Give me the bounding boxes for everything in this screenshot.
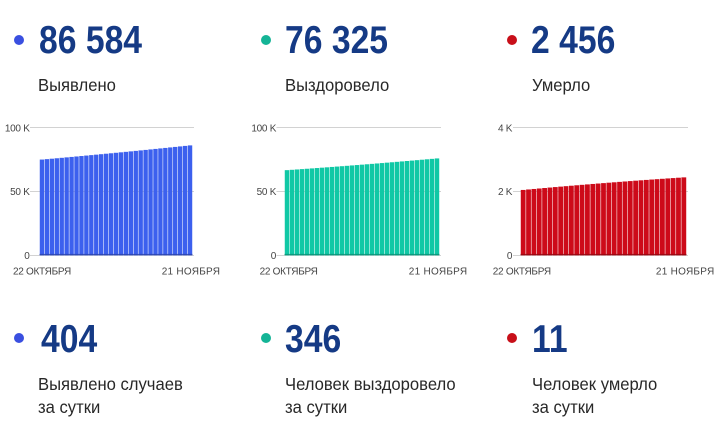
svg-text:4 K: 4 K: [498, 123, 513, 134]
svg-text:50 K: 50 K: [257, 187, 277, 198]
svg-text:100 K: 100 K: [251, 123, 276, 134]
svg-text:0: 0: [271, 251, 277, 262]
svg-text:0: 0: [24, 251, 30, 262]
svg-text:22 ОКТЯБРЯ: 22 ОКТЯБРЯ: [13, 267, 71, 278]
svg-text:22 ОКТЯБРЯ: 22 ОКТЯБРЯ: [493, 267, 551, 278]
svg-text:50 K: 50 K: [10, 187, 30, 198]
svg-text:21 НОЯБРЯ: 21 НОЯБРЯ: [656, 267, 715, 278]
svg-text:0: 0: [507, 251, 513, 262]
svg-text:22 ОКТЯБРЯ: 22 ОКТЯБРЯ: [260, 267, 318, 278]
svg-text:2 K: 2 K: [498, 187, 513, 198]
svg-text:100 K: 100 K: [5, 123, 30, 134]
svg-text:21 НОЯБРЯ: 21 НОЯБРЯ: [162, 267, 221, 278]
svg-text:21 НОЯБРЯ: 21 НОЯБРЯ: [409, 267, 468, 278]
